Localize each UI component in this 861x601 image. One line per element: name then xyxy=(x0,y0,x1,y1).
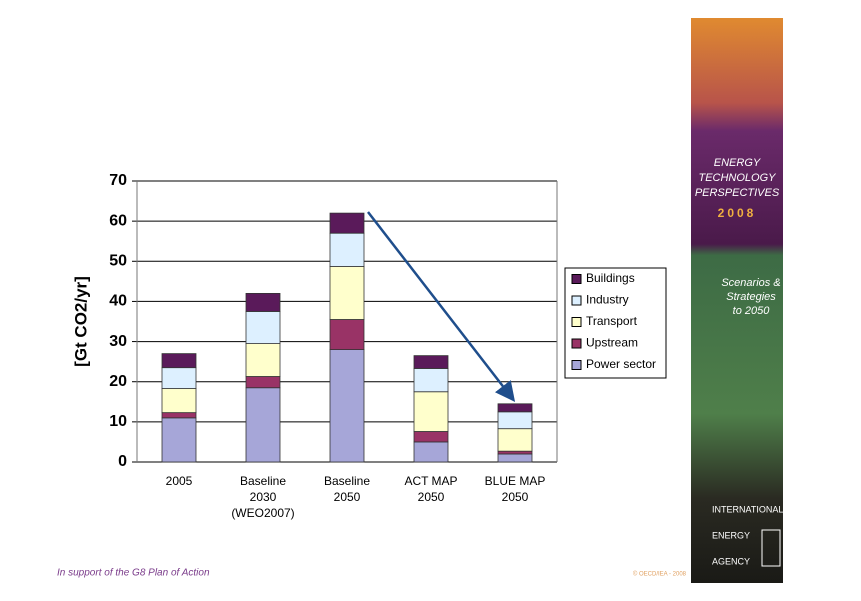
y-tick-label: 30 xyxy=(109,333,127,350)
sidebar-agency: INTERNATIONAL xyxy=(712,504,783,514)
legend-label: Power sector xyxy=(586,357,656,371)
y-tick-label: 10 xyxy=(109,413,127,430)
bar-segment xyxy=(161,367,197,389)
legend-label: Industry xyxy=(586,293,629,307)
x-tick-label: 2030 xyxy=(250,490,277,504)
x-tick-label: ACT MAP xyxy=(404,474,457,488)
bar-segment xyxy=(413,391,449,432)
sidebar-agency: AGENCY xyxy=(712,556,750,566)
x-tick-label: (WEO2007) xyxy=(231,506,294,520)
sidebar-title: TECHNOLOGY xyxy=(698,172,776,184)
bar-segment xyxy=(413,441,449,463)
legend-swatch xyxy=(571,317,582,327)
bar-segment xyxy=(329,319,365,351)
bar-segment xyxy=(497,411,533,430)
bar-segment xyxy=(161,388,197,414)
x-tick-label: Baseline xyxy=(240,474,286,488)
footer-left: In support of the G8 Plan of Action xyxy=(57,568,210,579)
legend-label: Buildings xyxy=(586,271,635,285)
bar-segment xyxy=(497,428,533,452)
bar-segment xyxy=(245,376,281,389)
sidebar xyxy=(691,18,783,583)
y-tick-label: 70 xyxy=(109,172,127,189)
sidebar-subtitle: to 2050 xyxy=(733,305,771,317)
bar-segment xyxy=(245,292,281,312)
bar-segment xyxy=(329,349,365,463)
bar-segment xyxy=(329,232,365,267)
bar-segment xyxy=(497,403,533,413)
legend-swatch xyxy=(571,295,582,306)
x-tick-label: 2005 xyxy=(166,474,193,488)
bar-segment xyxy=(245,387,281,463)
bar-segment xyxy=(329,266,365,320)
x-tick-label: Baseline xyxy=(324,474,370,488)
bar-segment xyxy=(497,453,533,463)
y-tick-label: 20 xyxy=(109,373,127,390)
y-tick-label: 0 xyxy=(118,453,127,470)
sidebar-agency: ENERGY xyxy=(712,530,750,540)
y-tick-label: 40 xyxy=(109,293,127,310)
legend-swatch xyxy=(571,274,582,284)
bar-segment xyxy=(161,412,197,419)
arrow xyxy=(367,211,516,402)
legend-box xyxy=(564,267,667,379)
legend-label: Upstream xyxy=(586,336,638,350)
bar-segment xyxy=(413,355,449,369)
sidebar-subtitle: Strategies xyxy=(726,291,776,303)
bar-segment xyxy=(245,311,281,344)
x-tick-label: BLUE MAP xyxy=(485,474,546,488)
y-tick-label: 50 xyxy=(109,253,127,270)
x-tick-label: 2050 xyxy=(502,490,529,504)
bar-segment xyxy=(413,368,449,393)
bar-segment xyxy=(497,450,533,455)
legend-swatch xyxy=(571,338,582,349)
bar-segment xyxy=(161,353,197,369)
y-axis-label: [Gt CO2/yr] xyxy=(71,276,90,367)
agency-logo xyxy=(761,529,781,567)
sidebar-title: ENERGY xyxy=(714,157,761,169)
bar-segment xyxy=(161,417,197,463)
bar-segment xyxy=(413,431,449,443)
bar-segment xyxy=(245,343,281,377)
x-tick-label: 2050 xyxy=(334,490,361,504)
legend-swatch xyxy=(571,360,582,370)
legend-label: Transport xyxy=(586,314,638,328)
bar-segment xyxy=(329,212,365,234)
sidebar-subtitle: Scenarios & xyxy=(721,277,780,289)
x-tick-label: 2050 xyxy=(418,490,445,504)
y-tick-label: 60 xyxy=(109,212,127,229)
sidebar-title: PERSPECTIVES xyxy=(695,187,780,199)
sidebar-year: 2008 xyxy=(718,206,757,220)
footer-right: © OECD/IEA - 2008 xyxy=(633,571,687,578)
